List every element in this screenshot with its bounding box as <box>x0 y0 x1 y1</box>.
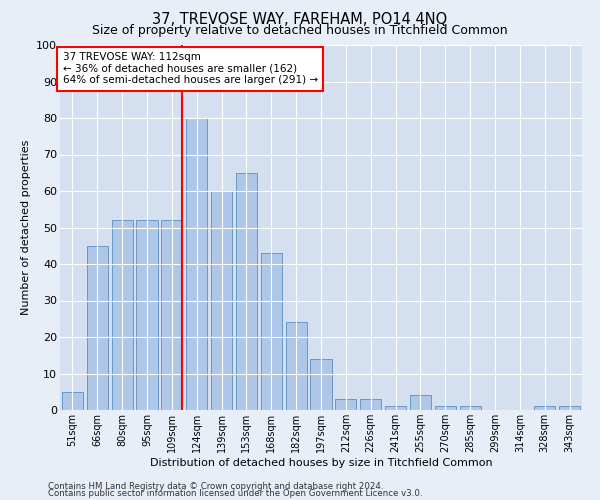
Bar <box>87 246 108 410</box>
Bar <box>335 399 356 410</box>
Bar <box>186 118 207 410</box>
Bar <box>112 220 133 410</box>
Bar <box>410 396 431 410</box>
Text: Contains HM Land Registry data © Crown copyright and database right 2024.: Contains HM Land Registry data © Crown c… <box>48 482 383 491</box>
Bar <box>360 399 381 410</box>
Bar <box>236 173 257 410</box>
Bar <box>460 406 481 410</box>
Text: Contains public sector information licensed under the Open Government Licence v3: Contains public sector information licen… <box>48 489 422 498</box>
X-axis label: Distribution of detached houses by size in Titchfield Common: Distribution of detached houses by size … <box>149 458 493 468</box>
Bar <box>310 359 332 410</box>
Bar <box>286 322 307 410</box>
Bar <box>161 220 182 410</box>
Bar <box>211 191 232 410</box>
Text: Size of property relative to detached houses in Titchfield Common: Size of property relative to detached ho… <box>92 24 508 37</box>
Bar <box>62 392 83 410</box>
Bar <box>435 406 456 410</box>
Bar <box>136 220 158 410</box>
Bar <box>534 406 555 410</box>
Text: 37 TREVOSE WAY: 112sqm
← 36% of detached houses are smaller (162)
64% of semi-de: 37 TREVOSE WAY: 112sqm ← 36% of detached… <box>62 52 318 86</box>
Y-axis label: Number of detached properties: Number of detached properties <box>20 140 31 315</box>
Bar <box>385 406 406 410</box>
Text: 37, TREVOSE WAY, FAREHAM, PO14 4NQ: 37, TREVOSE WAY, FAREHAM, PO14 4NQ <box>152 12 448 28</box>
Bar <box>261 253 282 410</box>
Bar <box>559 406 580 410</box>
